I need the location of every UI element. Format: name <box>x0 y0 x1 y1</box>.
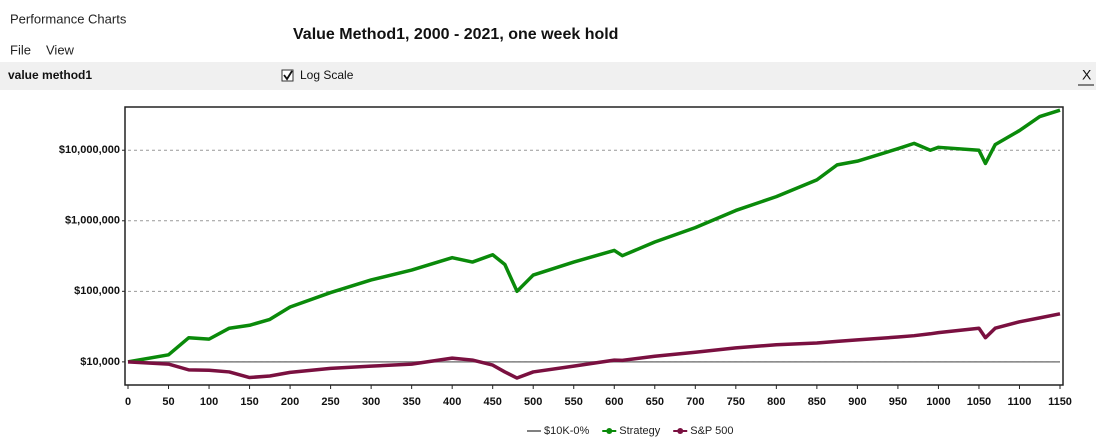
x-tick-label: 950 <box>889 396 907 408</box>
y-tick-label: $10,000,000 <box>59 144 120 156</box>
x-tick-label: 1100 <box>1008 396 1032 408</box>
x-tick-label: 500 <box>524 396 542 408</box>
x-tick-label: 0 <box>125 396 131 408</box>
menu-item[interactable]: View <box>46 42 75 57</box>
x-tick-label: 50 <box>162 396 174 408</box>
x-tick-label: 1050 <box>967 396 991 408</box>
y-tick-label: $100,000 <box>74 285 120 297</box>
x-tick-label: 300 <box>362 396 380 408</box>
window-title: Performance Charts <box>10 11 127 26</box>
x-tick-label: 650 <box>646 396 664 408</box>
chart-title: Value Method1, 2000 - 2021, one week hol… <box>293 26 618 43</box>
x-tick-label: 600 <box>605 396 623 408</box>
check-mark <box>283 70 293 81</box>
x-tick-label: 250 <box>321 396 339 408</box>
checkbox[interactable] <box>281 69 294 82</box>
x-tick-label: 1150 <box>1048 396 1072 408</box>
x-tick-label: 450 <box>484 396 502 408</box>
legend-label: Strategy <box>619 425 660 437</box>
x-tick-label: 400 <box>443 396 461 408</box>
x-tick-label: 800 <box>767 396 785 408</box>
legend-marker <box>677 428 684 434</box>
x-tick-label: 150 <box>240 396 258 408</box>
x-tick-label: 900 <box>848 396 866 408</box>
plot-area <box>124 106 1064 386</box>
series-line <box>127 108 1061 364</box>
y-tick-label: $1,000,000 <box>65 215 120 227</box>
x-tick-label: 350 <box>402 396 420 408</box>
x-tick-label: 850 <box>808 396 826 408</box>
x-tick-label: 550 <box>565 396 583 408</box>
x-tick-label: 1000 <box>926 396 950 408</box>
y-tick-label: $10,000 <box>80 356 120 368</box>
x-tick-label: 100 <box>200 396 218 408</box>
checkbox-label[interactable]: Log Scale <box>300 68 354 82</box>
x-tick-label: 750 <box>727 396 745 408</box>
close-button[interactable]: X <box>1082 67 1092 83</box>
legend-marker <box>606 428 613 434</box>
x-tick-label: 200 <box>281 396 299 408</box>
x-tick-label: 700 <box>686 396 704 408</box>
series-line <box>127 312 1061 380</box>
toolbar <box>0 62 1096 90</box>
toolbar-name: value method1 <box>8 68 92 82</box>
menu-item[interactable]: File <box>10 42 31 57</box>
legend-label: S&P 500 <box>690 425 733 437</box>
legend-label: $10K-0% <box>544 425 589 437</box>
